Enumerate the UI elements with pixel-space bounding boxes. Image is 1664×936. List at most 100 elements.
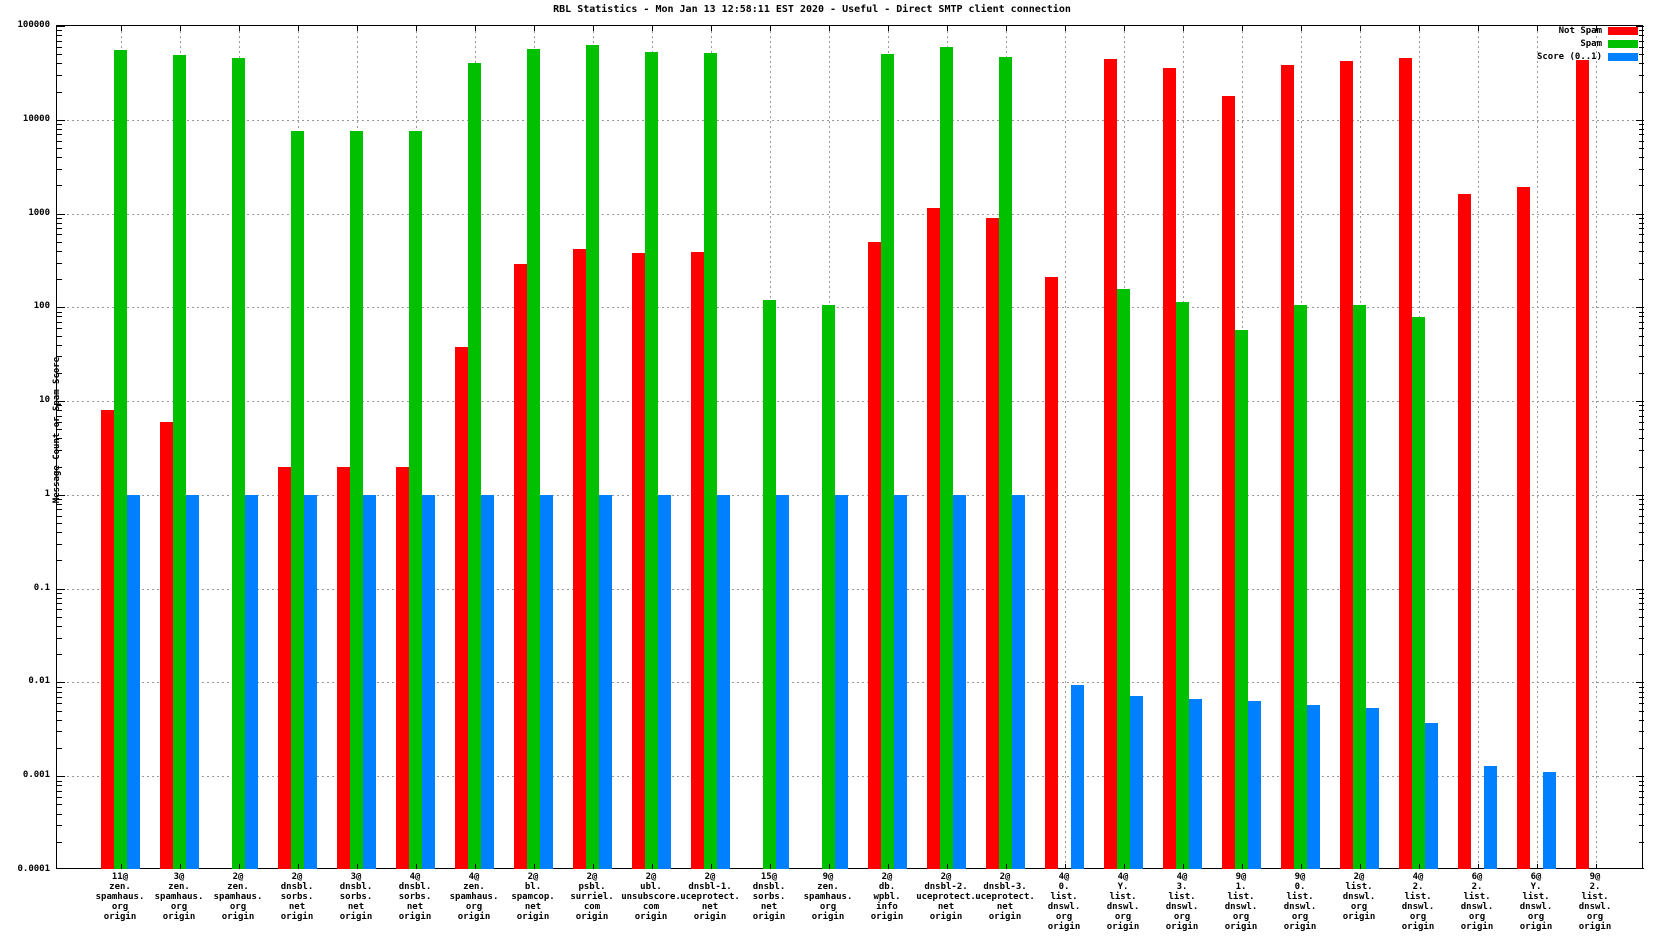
x-tick-bottom (1478, 864, 1479, 869)
y-tick (57, 401, 65, 403)
y-minor-tick-right (1639, 421, 1644, 423)
y-tick-label: 0.01 (28, 676, 50, 687)
y-minor-tick-right (1639, 140, 1644, 142)
y-minor-tick-right (1639, 241, 1644, 243)
x-tick-bottom (180, 864, 181, 869)
y-minor-tick (57, 157, 62, 159)
y-minor-tick (57, 405, 62, 407)
y-minor-tick (57, 841, 62, 843)
y-minor-tick (57, 421, 62, 423)
y-minor-tick (57, 466, 62, 468)
y-minor-tick (57, 450, 62, 452)
bar-not-spam (160, 421, 173, 869)
bar-spam (350, 131, 363, 869)
x-tick-top (888, 26, 889, 31)
bar-not-spam (514, 263, 527, 869)
y-minor-tick-right (1639, 603, 1644, 605)
y-minor-tick-right (1639, 148, 1644, 149)
y-minor-tick (57, 311, 62, 313)
y-tick-right (1636, 682, 1644, 684)
x-tick-label: 15@ dnsbl. sorbs. net origin (752, 872, 786, 922)
y-minor-tick (57, 185, 62, 187)
y-minor-tick-right (1639, 35, 1644, 37)
y-minor-tick (57, 134, 62, 136)
bar-spam (173, 55, 186, 869)
y-minor-tick (57, 438, 62, 440)
bar-not-spam (1399, 57, 1412, 869)
bar-spam (763, 299, 776, 869)
y-minor-tick-right (1639, 228, 1644, 230)
x-tick-top (298, 26, 299, 31)
y-minor-tick (57, 344, 62, 346)
y-minor-tick (57, 279, 62, 281)
y-minor-tick-right (1639, 532, 1644, 534)
y-minor-tick-right (1639, 523, 1644, 525)
y-tick-right (1636, 307, 1644, 309)
bar-not-spam (396, 466, 409, 869)
y-minor-tick (57, 597, 62, 599)
bar-spam (114, 50, 127, 869)
y-minor-tick (57, 429, 62, 431)
y-minor-tick (57, 747, 62, 749)
legend-label: Score (0..1) (1536, 52, 1602, 62)
y-minor-tick-right (1639, 785, 1644, 787)
y-minor-tick-right (1639, 356, 1644, 358)
bar-score (304, 494, 317, 869)
bar-not-spam (868, 241, 881, 869)
x-tick-label: 2@ psbl. surriel. com origin (570, 872, 614, 922)
y-tick-label: 10000 (22, 113, 50, 124)
bar-score (1189, 699, 1202, 869)
y-minor-tick (57, 148, 62, 149)
x-tick-top (357, 26, 358, 31)
y-minor-tick (57, 592, 62, 594)
x-tick-label: 2@ db. wpbl. info origin (870, 872, 904, 922)
h-gridline (57, 682, 1644, 684)
x-tick-bottom (1242, 864, 1243, 869)
bar-spam (1117, 289, 1130, 869)
bar-spam (881, 54, 894, 869)
y-minor-tick-right (1639, 321, 1644, 323)
y-minor-tick-right (1639, 344, 1644, 346)
bar-not-spam (1517, 187, 1530, 869)
y-minor-tick-right (1639, 75, 1644, 77)
x-tick-label: 9@ zen. spamhaus. org origin (803, 872, 853, 922)
y-minor-tick-right (1639, 543, 1644, 545)
bar-not-spam (1340, 61, 1353, 869)
y-tick (57, 494, 65, 496)
x-tick-bottom (1124, 864, 1125, 869)
x-tick-bottom (298, 864, 299, 869)
x-tick-top (534, 26, 535, 31)
y-minor-tick-right (1639, 592, 1644, 594)
y-minor-tick (57, 46, 62, 48)
y-tick-label: 10 (39, 395, 50, 406)
y-minor-tick (57, 719, 62, 721)
y-minor-tick (57, 691, 62, 693)
y-minor-tick-right (1639, 609, 1644, 611)
y-minor-tick-right (1639, 46, 1644, 48)
y-minor-tick-right (1639, 747, 1644, 749)
bar-not-spam (101, 410, 114, 869)
y-minor-tick-right (1639, 597, 1644, 599)
y-tick (57, 776, 65, 778)
legend-row: Score (0..1) (1536, 52, 1638, 62)
legend-row: Spam (1537, 40, 1638, 49)
bar-score (658, 494, 671, 869)
x-tick-bottom (770, 864, 771, 869)
bar-not-spam (573, 248, 586, 869)
x-tick-top (829, 26, 830, 31)
x-tick-label: 2@ ubl. unsubscore. com origin (621, 872, 681, 922)
y-minor-tick-right (1639, 124, 1644, 126)
y-tick (57, 588, 65, 590)
bar-not-spam (455, 346, 468, 869)
y-minor-tick (57, 515, 62, 517)
x-tick-label: 6@ 2. list. dnswl. org origin (1460, 872, 1494, 932)
h-gridline (57, 776, 1644, 778)
y-minor-tick (57, 654, 62, 656)
y-minor-tick (57, 499, 62, 501)
y-minor-tick-right (1639, 185, 1644, 187)
y-minor-tick-right (1639, 316, 1644, 318)
x-tick-top (1124, 26, 1125, 31)
bar-spam (586, 45, 599, 869)
y-tick-right (1636, 494, 1644, 496)
y-minor-tick-right (1639, 54, 1644, 56)
